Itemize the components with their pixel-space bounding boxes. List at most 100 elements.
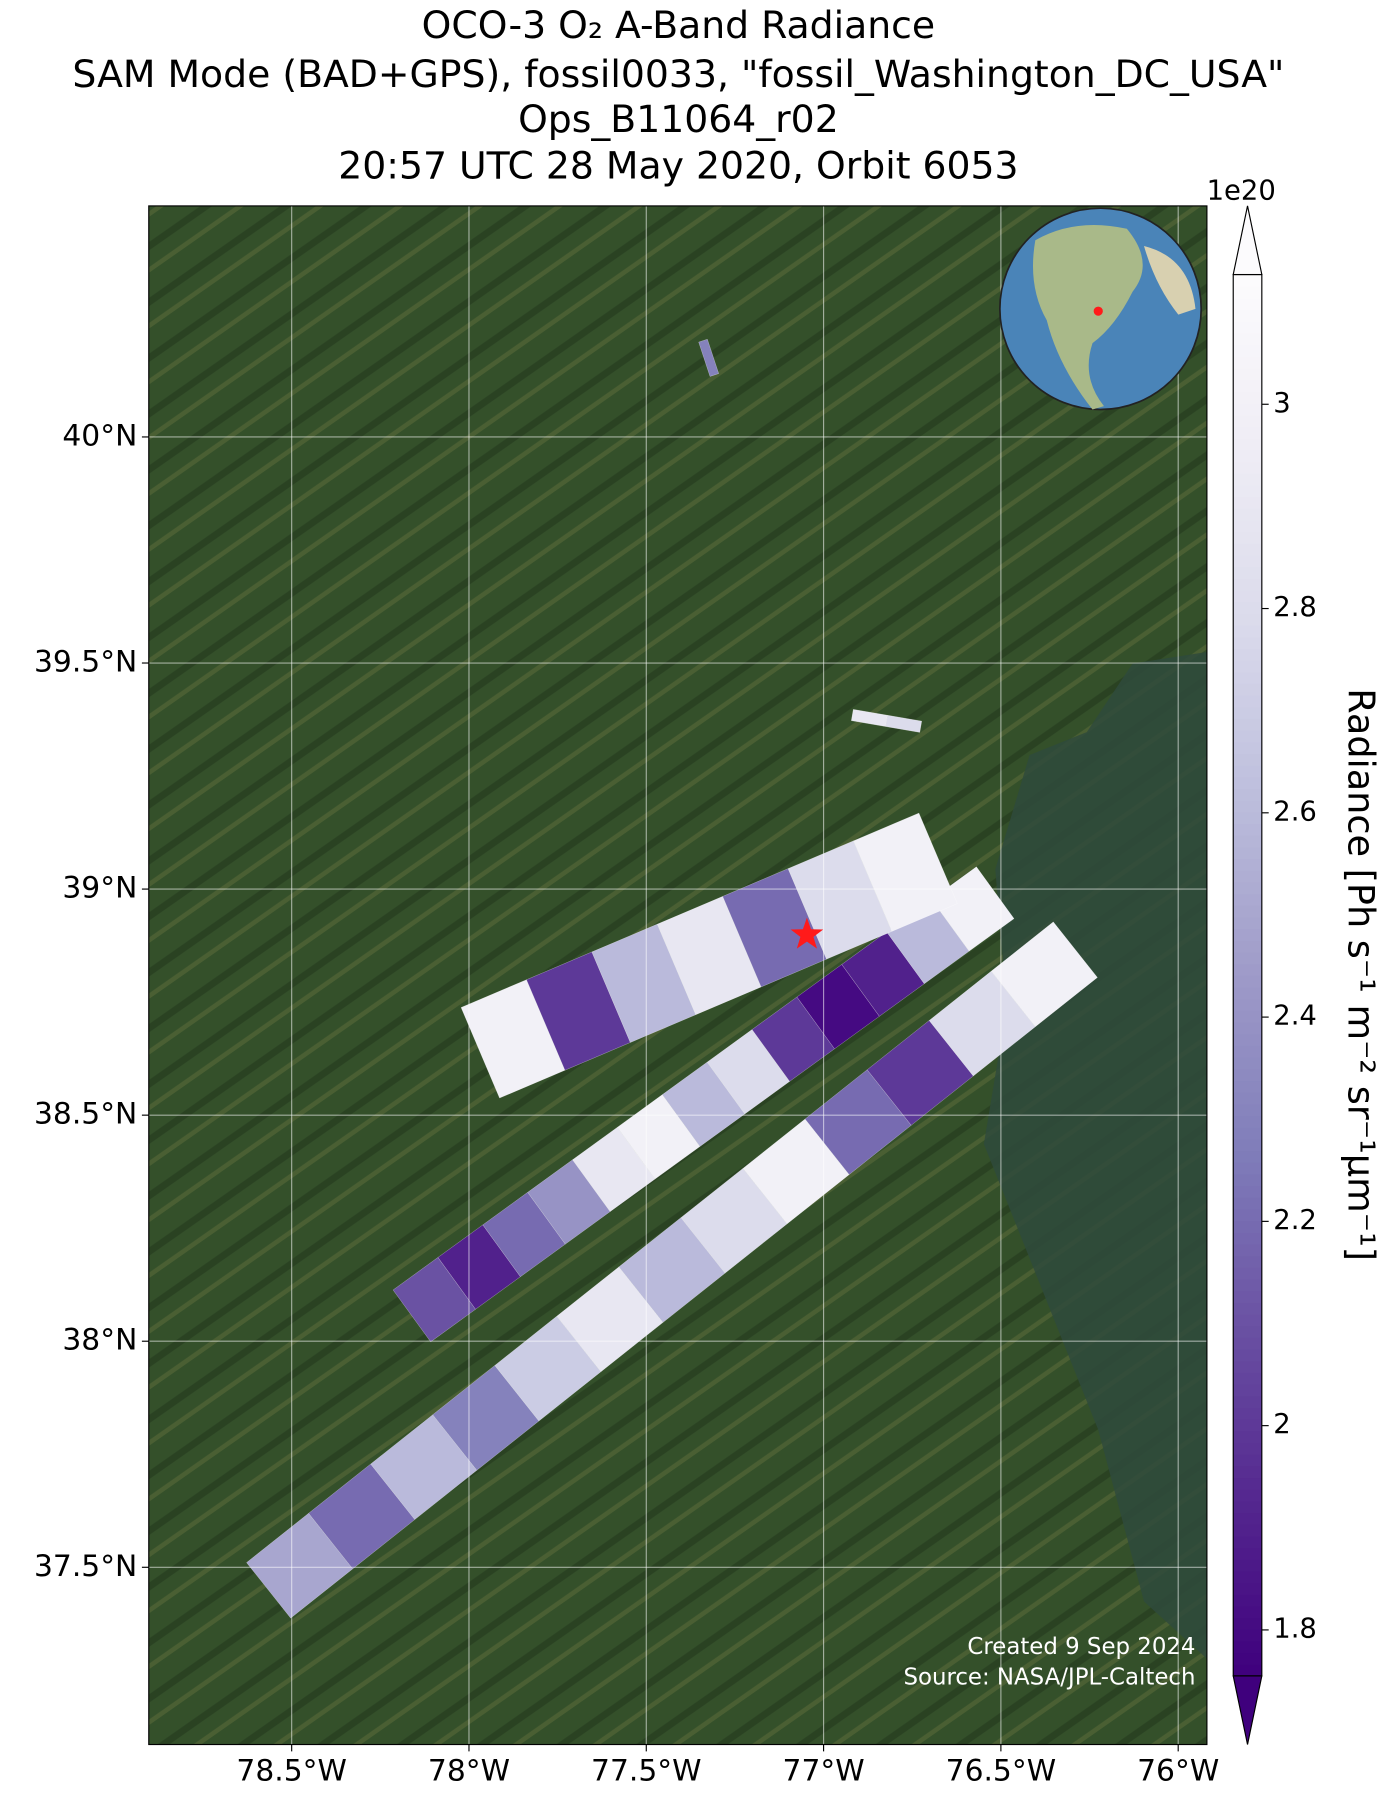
site-marker	[790, 917, 824, 949]
colorbar-step	[1233, 1220, 1262, 1233]
colorbar-step	[1233, 1500, 1262, 1514]
y-tick-label: 37.5°N	[34, 1549, 137, 1584]
grid-layer	[148, 205, 1207, 1745]
colorbar-step	[1233, 951, 1262, 965]
colorbar-step	[1233, 1360, 1262, 1373]
colorbar-step	[1233, 426, 1262, 439]
colorbar-step	[1233, 975, 1262, 988]
colorbar-step	[1233, 1243, 1262, 1257]
title-line: Ops_B11064_r02	[518, 97, 839, 141]
globe-land	[1032, 224, 1143, 410]
colorbar-step	[1233, 1255, 1262, 1268]
colorbar-step	[1233, 753, 1262, 766]
colorbar-label: Radiance [Ph s⁻¹ m⁻² sr⁻¹μm⁻¹]	[1340, 688, 1383, 1261]
x-tick-label: 77.5°W	[591, 1753, 701, 1788]
colorbar-step	[1233, 963, 1262, 976]
y-tick-label: 39°N	[62, 871, 137, 906]
colorbar-step	[1233, 986, 1262, 1000]
colorbar-step	[1233, 1150, 1262, 1163]
colorbar-step	[1233, 624, 1262, 638]
colorbar-step	[1233, 846, 1262, 860]
colorbar-step	[1233, 823, 1262, 836]
colorbar-step	[1233, 1033, 1262, 1046]
colorbar-step	[1233, 1103, 1262, 1117]
colorbar-step	[1233, 893, 1262, 906]
colorbar-step	[1233, 835, 1262, 848]
colorbar: 1.8 2 2.2 2.4 2.6 2.8 3	[1232, 205, 1317, 1745]
colorbar-step	[1233, 881, 1262, 895]
colorbar-step	[1233, 367, 1262, 381]
colorbar-step	[1233, 928, 1262, 941]
swath-cell	[990, 921, 1098, 1028]
colorbar-step	[1233, 1605, 1262, 1619]
colorbar-step	[1233, 1407, 1262, 1420]
colorbar-step	[1233, 438, 1262, 451]
colorbar-step	[1233, 916, 1262, 930]
colorbar-step	[1233, 1383, 1262, 1397]
colorbar-step	[1233, 1617, 1262, 1630]
colorbar-step	[1233, 601, 1262, 614]
colorbar-step	[1233, 461, 1262, 474]
colorbar-step	[1233, 1232, 1262, 1245]
colorbar-tick-label: 2.8	[1273, 592, 1317, 623]
colorbar-step	[1233, 356, 1262, 369]
colorbar-step	[1233, 683, 1262, 696]
colorbar-step	[1233, 1348, 1262, 1362]
colorbar-frame	[1232, 273, 1263, 1677]
colorbar-step	[1233, 1138, 1262, 1152]
colorbar-step	[1233, 1185, 1262, 1198]
swath-cell	[885, 714, 922, 733]
map-frame	[148, 205, 1208, 1746]
colorbar-step	[1233, 344, 1262, 357]
colorbar-step	[1233, 508, 1262, 521]
colorbar-step	[1233, 659, 1262, 673]
colorbar-step	[1233, 1570, 1262, 1584]
y-tick-label: 39.5°N	[34, 645, 137, 680]
colorbar-step	[1233, 531, 1262, 544]
colorbar-step	[1233, 403, 1262, 416]
colorbar-step	[1233, 648, 1262, 661]
colorbar-step	[1233, 1395, 1262, 1408]
colorbar-step	[1233, 1489, 1262, 1502]
colorbar-step	[1233, 1278, 1262, 1292]
swath-cell	[931, 866, 1015, 952]
colorbar-step	[1233, 332, 1262, 346]
colorbar-step	[1233, 1582, 1262, 1595]
colorbar-step	[1233, 1664, 1262, 1677]
x-tick-label: 77°W	[783, 1753, 865, 1788]
colorbar-step	[1233, 297, 1262, 311]
x-tick-label: 76°W	[1137, 1753, 1219, 1788]
colorbar-step	[1233, 811, 1262, 825]
colorbar-step	[1233, 1442, 1262, 1455]
colorbar-step	[1233, 905, 1262, 918]
colorbar-step	[1233, 1173, 1262, 1187]
colorbar-tick-label: 1.8	[1273, 1613, 1317, 1644]
colorbar-step	[1233, 1302, 1262, 1315]
colorbar-extend-min	[1232, 1675, 1263, 1745]
colorbar-step	[1233, 1454, 1262, 1467]
colorbar-step	[1233, 1325, 1262, 1338]
colorbar-step	[1233, 473, 1262, 486]
colorbar-step	[1233, 379, 1262, 393]
colorbar-step	[1233, 858, 1262, 871]
colorbar-step	[1233, 1430, 1262, 1444]
x-tick-label: 78°W	[428, 1753, 510, 1788]
colorbar-step	[1233, 776, 1262, 790]
colorbar-step	[1233, 321, 1262, 334]
colorbar-step	[1233, 589, 1262, 603]
colorbar-step	[1233, 718, 1262, 731]
colorbar-step	[1233, 1524, 1262, 1537]
colorbar-step	[1233, 940, 1262, 953]
colorbar-step	[1233, 414, 1262, 428]
title-line: SAM Mode (BAD+GPS), fossil0033, "fossil_…	[72, 52, 1284, 96]
colorbar-step	[1233, 1091, 1262, 1105]
colorbar-step	[1233, 1418, 1262, 1432]
colorbar-extend-max	[1232, 205, 1263, 276]
colorbar-step	[1233, 449, 1262, 463]
colorbar-step	[1233, 729, 1262, 743]
globe-land	[1144, 245, 1196, 315]
colorbar-step	[1233, 1372, 1262, 1385]
colorbar-step	[1233, 578, 1262, 591]
colorbar-step	[1233, 870, 1262, 883]
colorbar-step	[1233, 566, 1262, 579]
